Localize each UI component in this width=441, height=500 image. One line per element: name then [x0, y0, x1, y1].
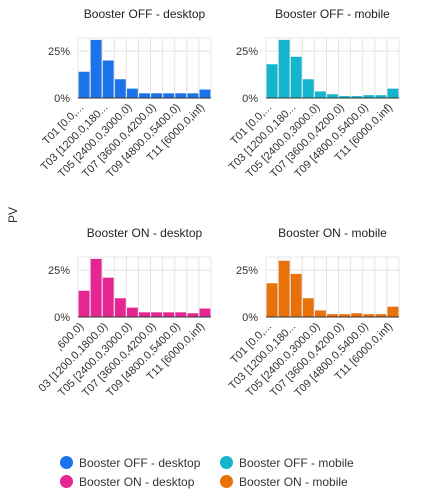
bar-bottom-left-6: [139, 312, 150, 317]
bar-bottom-right-3: [290, 273, 302, 317]
legend-swatch: [220, 456, 233, 470]
bar-top-right-3: [290, 56, 302, 98]
bar-bottom-left-5: [126, 307, 138, 317]
bar-bottom-right-8: [351, 313, 363, 317]
legend: Booster OFF - desktop Booster OFF - mobi…: [60, 452, 400, 494]
bar-top-left-7: [151, 93, 163, 98]
bar-top-left-11: [199, 89, 211, 98]
panel-title-top-left: Booster OFF - desktop: [84, 7, 206, 21]
bar-bottom-left-9: [175, 312, 187, 317]
bar-top-left-4: [114, 79, 126, 98]
bar-bottom-right-1: [266, 283, 278, 317]
bar-top-right-1: [266, 64, 278, 98]
legend-swatch: [60, 456, 73, 470]
y-tick-label: 25%: [48, 46, 70, 58]
bar-bottom-right-5: [314, 310, 326, 317]
panel-title-bottom-right: Booster ON - mobile: [278, 226, 387, 240]
legend-label: Booster ON - desktop: [79, 475, 195, 489]
bar-top-left-3: [102, 60, 114, 98]
y-tick-label: 25%: [236, 265, 258, 277]
y-tick-label: 0%: [54, 312, 70, 324]
bar-top-right-5: [314, 91, 326, 98]
legend-item-booster-on-mobile[interactable]: Booster ON - mobile: [220, 473, 348, 491]
bar-top-left-6: [139, 93, 150, 98]
legend-swatch: [60, 475, 73, 489]
bar-bottom-right-2: [278, 260, 290, 317]
bar-bottom-right-11: [387, 306, 399, 317]
legend-item-booster-off-desktop[interactable]: Booster OFF - desktop: [60, 454, 200, 472]
y-tick-label: 0%: [54, 93, 70, 105]
panel-title-top-right: Booster OFF - mobile: [275, 7, 390, 21]
bar-bottom-right-4: [302, 298, 314, 317]
y-tick-label: 0%: [242, 93, 258, 105]
bar-top-right-6: [327, 94, 338, 98]
legend-label: Booster ON - mobile: [239, 475, 348, 489]
bar-bottom-left-2: [90, 258, 102, 317]
legend-label: Booster OFF - mobile: [239, 456, 354, 470]
y-tick-label: 0%: [242, 312, 258, 324]
bar-top-left-9: [175, 93, 187, 98]
y-tick-label: 25%: [236, 46, 258, 58]
bar-bottom-left-1: [78, 290, 90, 317]
bar-top-right-11: [387, 88, 399, 98]
bar-top-right-8: [351, 96, 363, 98]
legend-item-booster-on-desktop[interactable]: Booster ON - desktop: [60, 473, 194, 491]
y-tick-label: 25%: [48, 265, 70, 277]
bar-bottom-left-3: [102, 277, 114, 317]
bar-bottom-left-8: [163, 312, 175, 317]
bar-bottom-right-9: [363, 314, 375, 317]
bar-bottom-left-7: [151, 312, 163, 317]
bar-bottom-left-10: [187, 313, 199, 317]
legend-label: Booster OFF - desktop: [79, 456, 201, 470]
bar-top-left-2: [90, 39, 102, 98]
bar-top-right-9: [363, 95, 375, 98]
bar-bottom-right-6: [327, 314, 338, 317]
bar-bottom-left-4: [114, 298, 126, 317]
bar-bottom-left-11: [199, 308, 211, 317]
bar-top-right-10: [375, 95, 387, 98]
bar-top-left-1: [78, 71, 90, 98]
legend-item-booster-off-mobile[interactable]: Booster OFF - mobile: [220, 454, 354, 472]
bar-top-left-10: [187, 93, 199, 98]
bar-bottom-right-10: [375, 314, 387, 317]
legend-swatch: [220, 475, 233, 489]
bar-top-left-8: [163, 93, 175, 98]
bar-top-right-7: [339, 96, 351, 98]
bar-top-left-5: [126, 88, 138, 98]
y-axis-label: PV: [6, 207, 20, 223]
bar-bottom-right-7: [339, 314, 351, 317]
bar-top-right-4: [302, 79, 314, 98]
bar-top-right-2: [278, 39, 290, 98]
panel-title-bottom-left: Booster ON - desktop: [87, 226, 203, 240]
